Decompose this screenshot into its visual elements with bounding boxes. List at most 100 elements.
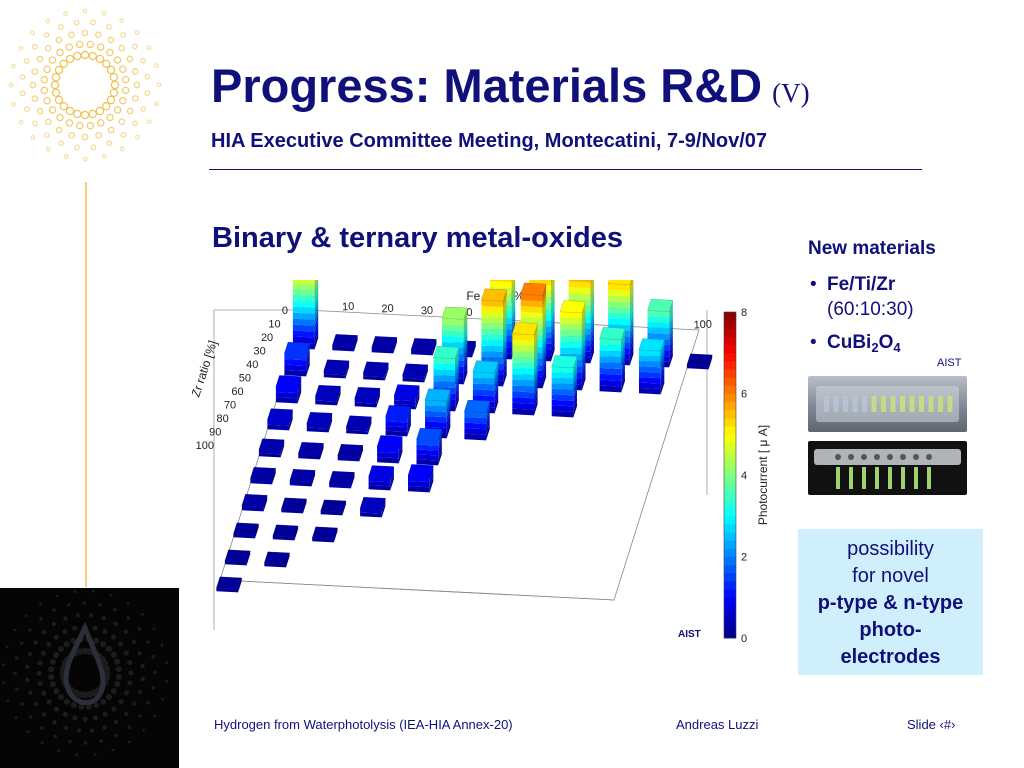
sun-dot	[82, 156, 88, 162]
sun-dot	[101, 11, 107, 16]
electrode-photo-top	[808, 376, 967, 432]
bar-front-face	[275, 397, 298, 404]
bar-side-face	[438, 439, 442, 456]
colorbar-segment	[724, 491, 736, 500]
bar-side-face	[669, 300, 673, 318]
sun-dot	[18, 119, 24, 125]
bar-front-face	[560, 311, 582, 319]
bar-front-face	[639, 371, 661, 379]
colorbar-segment	[724, 499, 736, 509]
dark-sun-dot	[28, 715, 33, 719]
bar-front-face	[599, 385, 622, 393]
bar-side-face	[311, 470, 316, 487]
colorbar-segment	[724, 523, 736, 533]
bar-side-face	[438, 429, 442, 446]
dark-sun-dot	[76, 728, 82, 733]
bar-front-face	[298, 453, 320, 460]
bar-side-face	[660, 366, 665, 384]
bar-side-face	[503, 358, 507, 376]
bar-front-face	[639, 349, 661, 357]
bar-side-face	[494, 373, 499, 391]
chart-credit: AIST	[678, 629, 701, 640]
sun-dot	[43, 132, 50, 138]
bar-front-face	[647, 332, 670, 340]
bar-side-face	[660, 350, 665, 368]
bar-side-face	[306, 348, 310, 366]
bar-side-face	[429, 465, 434, 483]
bar-front-face	[250, 478, 273, 485]
dark-sun-dot	[85, 703, 92, 710]
dark-sun-dot	[114, 658, 121, 665]
dark-sun-dot	[142, 728, 146, 732]
bar-side-face	[511, 318, 516, 336]
dark-sun-dot	[161, 697, 165, 701]
dark-sun-dot	[40, 650, 47, 656]
bar-front-face	[512, 356, 534, 364]
dark-sun-dot	[62, 711, 68, 718]
sun-dot	[73, 19, 80, 26]
bar-side-face	[629, 325, 634, 343]
bar-side-face	[297, 381, 302, 399]
dark-sun-dot	[123, 650, 129, 656]
bar-side-face	[407, 420, 411, 437]
bar-side-face	[542, 313, 547, 331]
bar-side-face	[345, 360, 350, 376]
bar-side-face	[590, 334, 594, 352]
bar-front-face	[306, 423, 329, 429]
bar-front-face	[354, 402, 377, 408]
dark-sun-dot	[26, 730, 30, 734]
dark-sun-dot	[109, 593, 113, 597]
bar-top-face	[472, 360, 499, 374]
bar	[258, 438, 285, 458]
bar-side-face	[503, 306, 507, 324]
dark-sun-dot	[115, 673, 122, 680]
sun-dot	[154, 63, 159, 68]
sun-dot	[144, 73, 151, 80]
bar-side-face	[398, 441, 403, 459]
sun-dot	[120, 132, 127, 138]
connector	[887, 454, 893, 460]
bar-side-face	[534, 363, 538, 381]
bar-front-face	[323, 371, 346, 376]
bar-top-face	[250, 467, 276, 481]
bar	[362, 361, 389, 381]
connector	[835, 454, 841, 460]
bar-front-face	[464, 411, 487, 419]
bar-front-face	[551, 388, 574, 396]
bar-side-face	[446, 405, 451, 423]
bar-front-face	[599, 338, 622, 346]
bar-top-face	[216, 576, 242, 590]
bar-side-face	[455, 370, 459, 388]
bar-side-face	[337, 386, 341, 402]
bar-front-face	[416, 439, 439, 446]
bar-side-face	[289, 414, 293, 431]
bar-side-face	[494, 379, 499, 397]
bar-front-face	[551, 383, 574, 390]
bar-side-face	[534, 398, 538, 416]
bar	[267, 408, 293, 431]
colorbar-segment	[724, 580, 736, 590]
dark-sun-dot	[14, 656, 19, 660]
bar-front-face	[368, 481, 391, 487]
bar-top-face	[289, 469, 316, 483]
dark-sun-dot	[146, 701, 151, 705]
bar-front-face	[292, 336, 315, 344]
bar-side-face	[272, 468, 276, 485]
sun-dot	[31, 68, 39, 75]
sun-dot	[107, 126, 115, 134]
bar-side-face	[581, 361, 586, 379]
sun-dot	[8, 82, 14, 88]
bar-side-face	[390, 470, 394, 487]
bar-front-face	[354, 398, 377, 404]
dark-sun-dot	[19, 641, 24, 645]
bar	[686, 353, 713, 370]
bar-top-face	[306, 412, 333, 425]
bar-top-face	[272, 524, 299, 538]
bar-side-face	[534, 375, 538, 393]
bar-side-face	[629, 336, 634, 354]
bar	[416, 427, 443, 466]
bar-side-face	[573, 384, 577, 401]
bar-side-face	[503, 329, 507, 347]
bar-front-face	[560, 335, 582, 343]
bar-side-face	[660, 377, 665, 395]
